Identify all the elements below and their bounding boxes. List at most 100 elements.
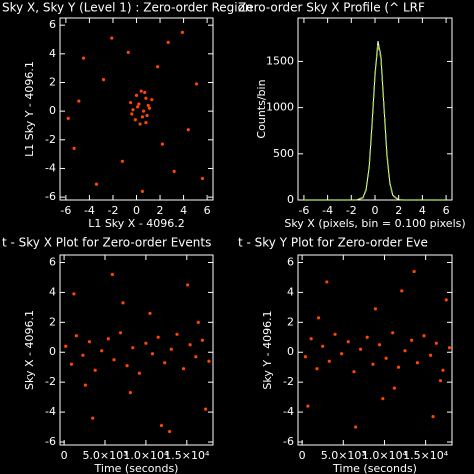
- point: [143, 90, 147, 95]
- point: [196, 320, 200, 324]
- y-tick-label: 2: [49, 75, 56, 88]
- y-tick-label: 6: [287, 255, 294, 268]
- y-axis-label: L1 Sky Y - 4096.1: [23, 61, 36, 157]
- x-tick-label: -2: [346, 204, 357, 217]
- point: [147, 106, 152, 110]
- x-tick-label: 0: [299, 449, 306, 462]
- panel-title: Sky X, Sky Y (Level 1) : Zero-order Regi…: [2, 1, 253, 15]
- point: [444, 298, 448, 302]
- point: [377, 343, 382, 347]
- point: [172, 169, 176, 173]
- x-tick-label: -6: [60, 204, 71, 217]
- x-axis-label: Time (seconds): [94, 462, 179, 474]
- point: [327, 359, 331, 363]
- y-tick-label: 2: [287, 315, 294, 328]
- point: [315, 367, 319, 371]
- panel-title: t - Sky X Plot for Zero-order Events: [2, 236, 211, 250]
- point: [83, 383, 87, 387]
- point: [144, 96, 148, 100]
- point: [144, 121, 148, 125]
- plot-frame: [297, 17, 453, 201]
- x-tick-label: 6: [204, 204, 211, 217]
- point: [160, 142, 164, 146]
- y-tick-label: -4: [45, 161, 56, 174]
- point: [125, 364, 129, 368]
- y-tick-label: -4: [45, 405, 56, 418]
- y-tick-label: 6: [49, 18, 56, 31]
- point: [333, 332, 337, 336]
- y-tick-label: -2: [283, 375, 294, 388]
- point: [441, 368, 445, 372]
- point: [412, 269, 416, 274]
- point: [309, 337, 313, 341]
- point: [131, 108, 135, 112]
- point: [181, 367, 186, 371]
- x-tick-label: 6: [443, 204, 450, 217]
- point: [169, 347, 173, 351]
- point: [106, 337, 110, 341]
- point: [166, 40, 170, 44]
- point: [121, 301, 125, 305]
- x-tick-label: 2: [395, 204, 402, 217]
- x-tick-label: 4: [419, 204, 426, 217]
- y-tick-label: 0: [49, 104, 56, 117]
- x-tick-label: 0: [133, 204, 140, 217]
- x-tick-label: 5.0×10³: [321, 449, 366, 462]
- y-tick-label: 0: [49, 345, 56, 358]
- point: [130, 112, 134, 116]
- x-tick-label: 1.5×10⁴: [164, 449, 210, 462]
- y-tick-label: 6: [49, 255, 56, 268]
- point: [204, 407, 208, 411]
- point: [81, 56, 86, 60]
- point: [91, 416, 95, 420]
- point: [148, 311, 152, 315]
- point: [137, 102, 141, 106]
- x-axis-label: Sky X (pixels, bin = 0.100 pixels): [284, 217, 465, 230]
- point: [325, 280, 329, 284]
- profile-line: [303, 40, 447, 201]
- point: [156, 65, 160, 69]
- plot-frame: [297, 254, 453, 446]
- point: [72, 146, 76, 151]
- point: [384, 356, 388, 360]
- y-tick-label: -6: [283, 435, 294, 448]
- point: [144, 341, 148, 345]
- y-tick-label: 4: [49, 285, 56, 298]
- y-tick-label: -4: [283, 405, 294, 418]
- point: [434, 341, 438, 345]
- point: [194, 355, 198, 359]
- y-axis-label: Sky Y - 4096.1: [261, 310, 274, 389]
- y-tick-label: 0: [287, 193, 294, 206]
- point: [186, 283, 190, 287]
- x-axis-label: Time (seconds): [332, 462, 417, 474]
- point: [131, 346, 135, 350]
- point: [188, 343, 192, 347]
- point: [146, 103, 150, 108]
- point: [194, 82, 199, 86]
- x-axis-label: L1 Sky X - 4096.2: [88, 217, 185, 230]
- point: [180, 30, 184, 34]
- point: [316, 316, 321, 320]
- point: [77, 99, 81, 103]
- point: [141, 109, 146, 113]
- point: [447, 346, 452, 350]
- point: [200, 176, 205, 181]
- point: [371, 362, 375, 366]
- point: [400, 289, 404, 293]
- x-tick-label: 0: [372, 204, 379, 217]
- point: [352, 370, 356, 374]
- point: [373, 307, 378, 311]
- point: [140, 115, 144, 119]
- x-tick-label: -4: [322, 204, 333, 217]
- point: [207, 359, 211, 363]
- x-tick-label: -4: [84, 204, 95, 217]
- point: [168, 429, 172, 434]
- point: [129, 100, 133, 105]
- point: [422, 334, 426, 338]
- point: [74, 334, 78, 338]
- point: [133, 118, 137, 122]
- x-tick-label: 1.0×10⁴: [362, 449, 408, 462]
- point: [64, 344, 68, 348]
- y-axis-label: Sky X - 4096.1: [23, 310, 36, 390]
